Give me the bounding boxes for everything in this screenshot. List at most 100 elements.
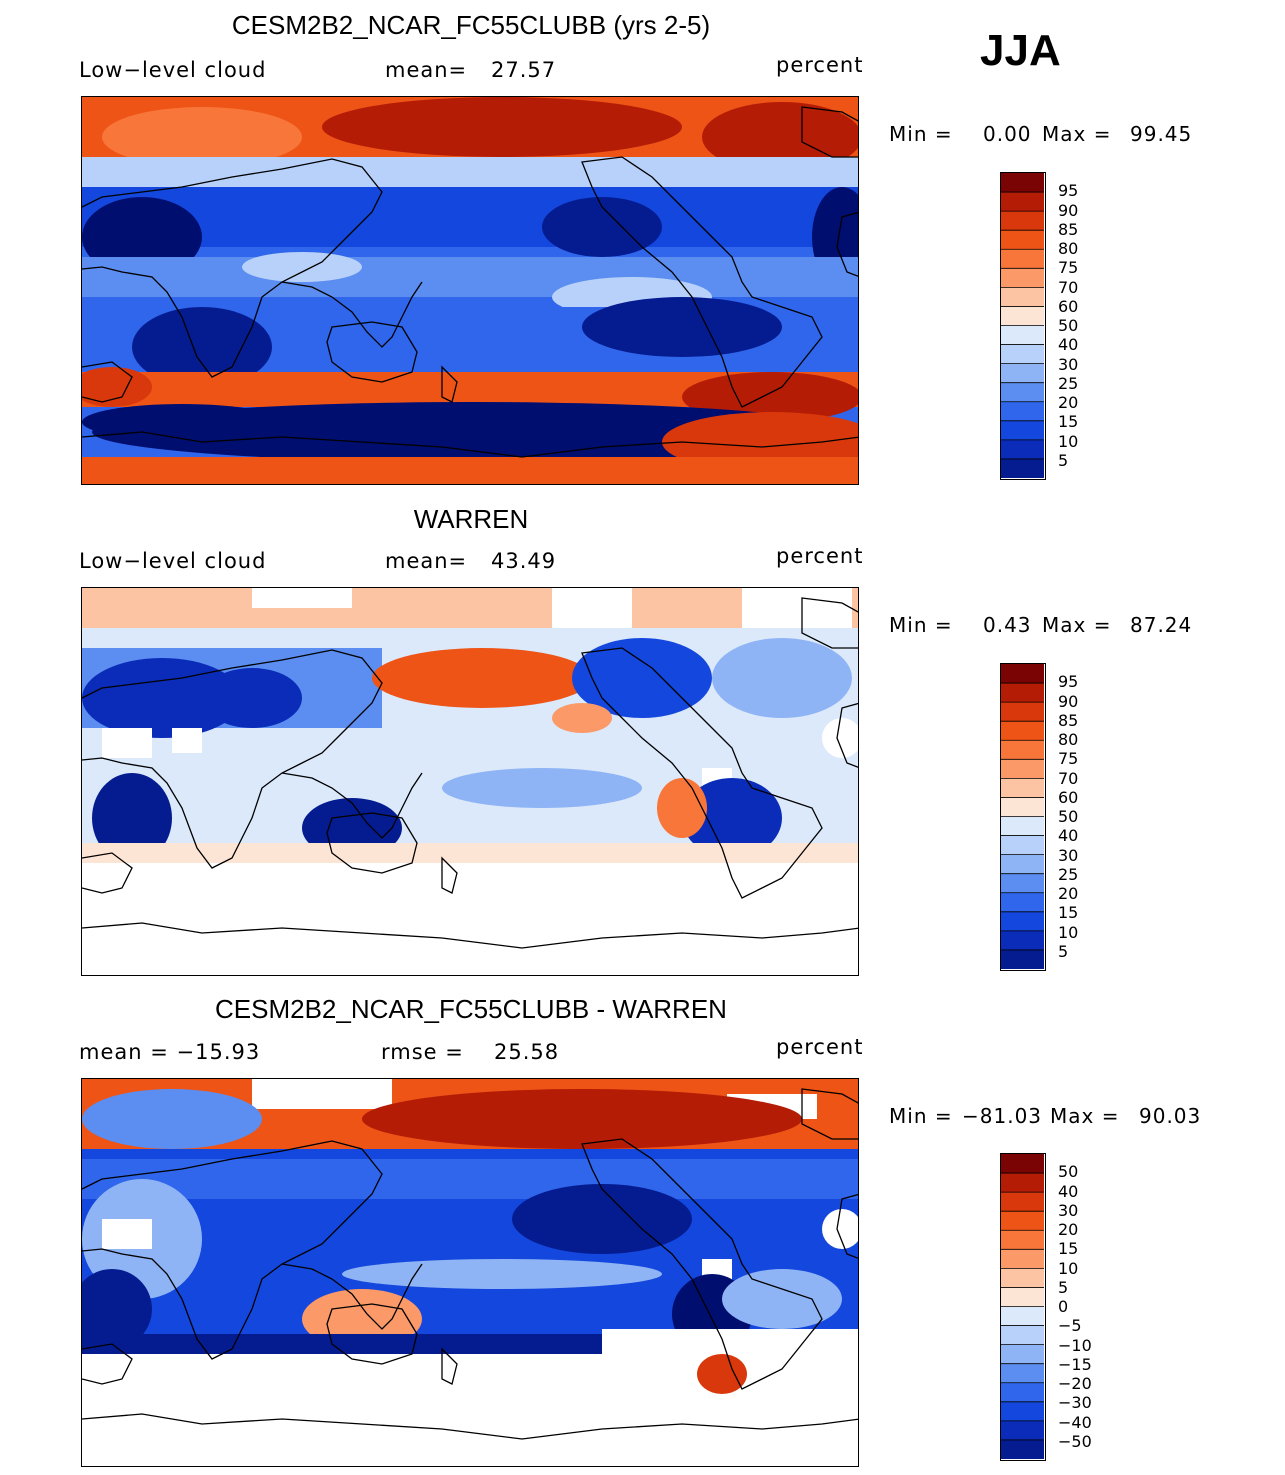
colorbar-tick-label: 20 [1058, 1220, 1079, 1239]
panel-2-map-field [82, 588, 858, 975]
panel-2-units: percent [776, 544, 864, 568]
colorbar-tick-label: 40 [1058, 335, 1079, 355]
colorbar-swatch [1001, 702, 1044, 722]
colorbar-swatch [1001, 1363, 1044, 1384]
field-patch [82, 404, 282, 440]
panel-3-colorbar [1000, 1153, 1046, 1461]
colorbar-tick-label: 50 [1058, 807, 1079, 826]
colorbar-swatch [1001, 1249, 1044, 1269]
panel-2-colorbar [1000, 663, 1046, 971]
field-patch [722, 1269, 842, 1329]
field-patch [702, 102, 858, 172]
colorbar-swatch [1001, 249, 1044, 269]
colorbar-tick-label: 10 [1058, 922, 1079, 942]
colorbar-swatch [1001, 1173, 1044, 1193]
field-patch [82, 457, 858, 484]
colorbar-swatch [1001, 911, 1044, 932]
field-patch [82, 658, 242, 738]
colorbar-tick-label: −40 [1058, 1412, 1092, 1432]
panel-1-map [81, 96, 859, 485]
colorbar-tick-label: 25 [1058, 864, 1079, 884]
field-patch [662, 412, 858, 472]
colorbar-tick-label: 25 [1058, 373, 1079, 393]
field-patch [372, 648, 592, 708]
colorbar-tick-label: 50 [1058, 316, 1079, 335]
field-patch [82, 863, 858, 975]
colorbar-swatch [1001, 1192, 1044, 1212]
panel-1-field-fill [82, 97, 858, 484]
panel-3-min-label: Min = [889, 1104, 953, 1128]
coastline [82, 158, 383, 378]
colorbar-tick-label: −30 [1058, 1393, 1092, 1413]
coastline [326, 1303, 418, 1365]
colorbar-tick-label: 95 [1058, 181, 1079, 201]
colorbar-swatch [1001, 306, 1044, 326]
colorbar-swatch [1001, 949, 1044, 969]
field-patch [252, 1079, 392, 1109]
colorbar-swatch [1001, 1287, 1044, 1307]
panel-2-field-fill [82, 588, 858, 975]
panel-3-mean-text: mean = −15.93 [79, 1040, 261, 1064]
field-patch [172, 728, 202, 753]
field-patch [82, 1089, 262, 1149]
field-patch [682, 778, 782, 858]
field-patch [682, 372, 858, 422]
coastline [82, 1413, 858, 1440]
colorbar-swatch [1001, 797, 1044, 817]
field-patch [102, 107, 302, 167]
field-patch [552, 703, 612, 733]
colorbar-swatch [1001, 778, 1044, 798]
colorbar-tick-label: 60 [1058, 296, 1079, 316]
colorbar-swatch [1001, 1439, 1044, 1459]
field-patch [132, 307, 272, 387]
colorbar-swatch [1001, 930, 1044, 951]
coastline [801, 597, 858, 649]
colorbar-swatch [1001, 1230, 1044, 1250]
field-patch [82, 367, 152, 407]
colorbar-tick-label: 5 [1058, 1277, 1069, 1297]
field-patch [552, 588, 632, 628]
colorbar-swatch [1001, 816, 1044, 837]
colorbar-swatch [1001, 1211, 1044, 1231]
colorbar-swatch [1001, 1344, 1044, 1365]
coastline [801, 1088, 858, 1140]
season-label: JJA [980, 26, 1061, 75]
coastline [82, 922, 858, 949]
colorbar-tick-label: −20 [1058, 1374, 1092, 1393]
colorbar-swatch [1001, 382, 1044, 403]
colorbar-tick-label: 70 [1058, 277, 1079, 297]
coastline [281, 281, 423, 348]
panel-2-mean-value: 43.49 [491, 549, 557, 573]
field-patch [102, 1219, 152, 1249]
field-patch [202, 668, 302, 728]
field-patch [342, 1259, 662, 1289]
colorbar-tick-label: 15 [1058, 412, 1079, 432]
field-patch [742, 588, 852, 628]
panel-2-coastlines [82, 597, 858, 949]
field-patch [92, 402, 852, 462]
coastline [326, 321, 418, 383]
coastline [82, 1140, 383, 1360]
field-patch [252, 588, 352, 608]
field-patch [657, 778, 707, 838]
panel-1-map-field [82, 97, 858, 484]
field-patch [542, 197, 662, 257]
panel-3-max-value: 90.03 [1139, 1104, 1202, 1128]
colorbar-swatch [1001, 740, 1044, 760]
colorbar-swatch [1001, 1401, 1044, 1422]
field-patch [92, 773, 172, 863]
panel-1-max-value: 99.45 [1130, 122, 1193, 146]
panel-1-units: percent [776, 53, 864, 77]
colorbar-tick-label: 50 [1058, 1162, 1079, 1182]
coastline [581, 1138, 823, 1390]
colorbar-swatch [1001, 1420, 1044, 1441]
colorbar-tick-label: 30 [1058, 354, 1079, 374]
panel-1-mean-label: mean= [385, 58, 468, 82]
colorbar-swatch [1001, 1268, 1044, 1288]
colorbar-swatch [1001, 325, 1044, 346]
coastline [836, 211, 858, 277]
panel-1-title: CESM2B2_NCAR_FC55CLUBB (yrs 2-5) [231, 10, 711, 40]
field-patch [82, 187, 858, 247]
field-patch [712, 638, 852, 718]
colorbar-tick-label: 5 [1058, 450, 1069, 470]
